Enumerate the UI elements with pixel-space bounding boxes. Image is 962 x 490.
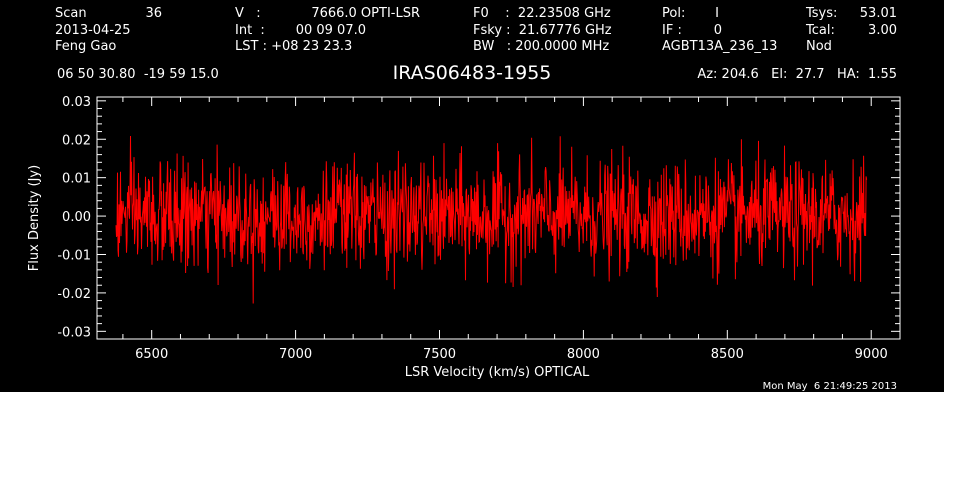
header-int-label: Int : bbox=[235, 23, 265, 38]
x-tick-label: 9000 bbox=[855, 347, 888, 362]
header-tcal-value: 3.00 bbox=[868, 23, 897, 38]
y-tick-label: 0.02 bbox=[62, 133, 91, 148]
header-observer: Feng Gao bbox=[55, 39, 116, 54]
x-tick-label: 8500 bbox=[711, 347, 744, 362]
y-axis-label: Flux Density (Jy) bbox=[27, 165, 42, 271]
header-tcal-label: Tcal: bbox=[805, 23, 835, 38]
chart-title: IRAS06483-1955 bbox=[393, 62, 552, 84]
plot-frame bbox=[96, 96, 901, 340]
header-velocity-value: 7666.0 OPTI-LSR bbox=[311, 6, 420, 21]
header-pointing: Az: 204.6 El: 27.7 HA: 1.55 bbox=[697, 67, 897, 82]
header-velocity-label: V : bbox=[235, 6, 261, 21]
x-tick-label: 7000 bbox=[279, 347, 312, 362]
series-layer bbox=[115, 135, 868, 304]
header-scan-label: Scan bbox=[55, 6, 87, 21]
header-nod: Nod bbox=[806, 39, 832, 54]
header-pol-label: Pol: bbox=[662, 6, 685, 21]
header-coordinates: 06 50 30.80 -19 59 15.0 bbox=[57, 67, 219, 82]
header-project: AGBT13A_236_13 bbox=[662, 39, 777, 54]
x-axis-label: LSR Velocity (km/s) OPTICAL bbox=[405, 365, 590, 380]
header-lst: LST : +08 23 23.3 bbox=[235, 39, 352, 54]
header-date: 2013-04-25 bbox=[55, 23, 131, 38]
header-f0: F0 : 22.23508 GHz bbox=[473, 6, 611, 21]
header-bw: BW : 200.0000 MHz bbox=[473, 39, 609, 54]
header-scan-number: 36 bbox=[145, 6, 162, 21]
header-tsys-label: Tsys: bbox=[805, 6, 837, 21]
y-tick-label: -0.02 bbox=[57, 287, 91, 302]
plot-window: Scan 36 2013-04-25 Feng Gao V : 7666.0 O… bbox=[0, 0, 944, 392]
header-if-value: 0 bbox=[714, 23, 722, 38]
y-tick-label: -0.03 bbox=[57, 325, 91, 340]
header-pol-value: I bbox=[715, 6, 719, 21]
x-tick-label: 8000 bbox=[567, 347, 600, 362]
header-if-label: IF : bbox=[662, 23, 682, 38]
header-fsky: Fsky : 21.67776 GHz bbox=[473, 23, 612, 38]
axes-layer: 6500 7000 7500 8000 8500 9000 -0.03 -0.02 -0.01 0… bbox=[57, 95, 901, 362]
footer-timestamp: Mon May 6 21:49:25 2013 bbox=[763, 381, 897, 392]
y-tick-label: 0.03 bbox=[62, 95, 91, 110]
series-line bbox=[115, 135, 868, 304]
x-tick-label: 7500 bbox=[423, 347, 456, 362]
header-tsys-value: 53.01 bbox=[860, 6, 897, 21]
y-tick-label: 0.00 bbox=[62, 210, 91, 225]
y-tick-label: -0.01 bbox=[57, 248, 91, 263]
spectrum-chart: Scan 36 2013-04-25 Feng Gao V : 7666.0 O… bbox=[27, 6, 901, 392]
y-tick-label: 0.01 bbox=[62, 172, 91, 187]
x-tick-label: 6500 bbox=[135, 347, 168, 362]
header-int-value: 00 09 07.0 bbox=[296, 23, 366, 38]
